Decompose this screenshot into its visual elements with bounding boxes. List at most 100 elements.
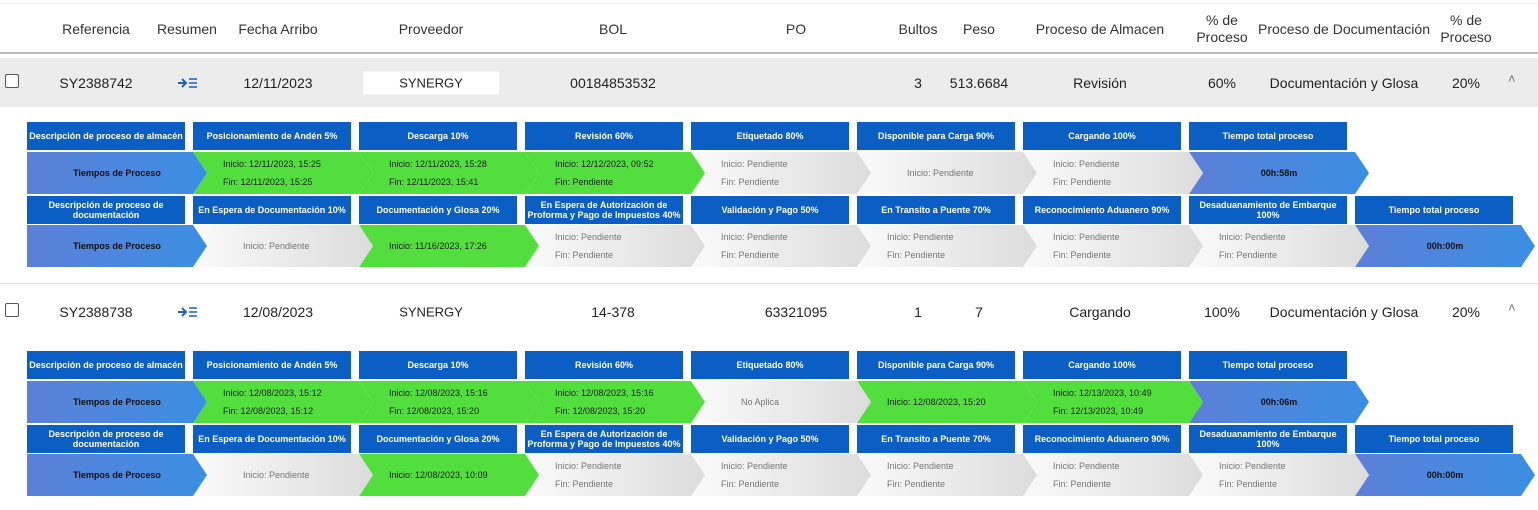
stage-text: Inicio: Pendiente bbox=[243, 241, 310, 251]
stage-header: En Espera de Autorización de Proforma y … bbox=[525, 196, 683, 224]
stage-text: Inicio: Pendiente bbox=[1053, 461, 1120, 471]
stage-text: Fin: 12/13/2023, 10:49 bbox=[1053, 406, 1144, 416]
stage-text: 00h:00m bbox=[1426, 241, 1464, 251]
stage-cell: Inicio: 12/08/2023, 15:12 Fin: 12/08/2023… bbox=[193, 381, 373, 423]
cell-bol: 14-378 bbox=[591, 304, 635, 320]
stage-text: Inicio: Pendiente bbox=[907, 168, 974, 178]
cell-proceso-documentacion: Documentación y Glosa bbox=[1269, 75, 1419, 91]
summary-glyph bbox=[178, 78, 197, 88]
stage-text: Fin: Pendiente bbox=[721, 177, 780, 187]
stage-text: Fin: Pendiente bbox=[1053, 250, 1112, 260]
stage-text: Inicio: Pendiente bbox=[555, 232, 622, 242]
summary-icon[interactable] bbox=[178, 76, 198, 88]
stage-text: Fin: Pendiente bbox=[1219, 250, 1278, 260]
cell-porcentaje-almacen: 60% bbox=[1207, 75, 1237, 91]
stage-header: Validación y Pago 50% bbox=[691, 196, 849, 224]
stage-text: Inicio: Pendiente bbox=[1219, 461, 1286, 471]
row-separator bbox=[0, 283, 1538, 284]
row-highlight bbox=[0, 58, 1538, 107]
stage-text: Tiempos de Proceso bbox=[73, 397, 161, 407]
stage-text: Inicio: Pendiente bbox=[721, 159, 788, 169]
stage-header: Descarga 10% bbox=[359, 351, 517, 379]
stage-text: Inicio: Pendiente bbox=[243, 470, 310, 480]
stage-header: En Transito a Puente 70% bbox=[857, 196, 1015, 224]
stage-text: 00h:58m bbox=[1260, 168, 1298, 178]
top-border bbox=[0, 3, 1538, 4]
stage-header: En Espera de Documentación 10% bbox=[193, 196, 351, 224]
stage-cell: 00h:00m bbox=[1355, 454, 1535, 496]
stage-header: Disponible para Carga 90% bbox=[857, 122, 1015, 150]
stage-cell: Inicio: Pendiente Fin: Pendiente bbox=[1189, 454, 1369, 496]
stage-text: Inicio: Pendiente bbox=[721, 232, 788, 242]
stage-text: Inicio: 12/11/2023, 15:28 bbox=[389, 159, 487, 169]
stage-header: Descarga 10% bbox=[359, 122, 517, 150]
stage-cell: Inicio: Pendiente Fin: Pendiente bbox=[1023, 225, 1203, 267]
stage-cell: Inicio: Pendiente bbox=[193, 454, 373, 496]
stage-cell: Inicio: Pendiente Fin: Pendiente bbox=[1023, 454, 1203, 496]
stage-cell: No Aplica bbox=[691, 381, 871, 423]
cell-bultos: 3 bbox=[914, 75, 922, 91]
stage-header: Reconocimiento Aduanero 90% bbox=[1023, 425, 1181, 453]
stage-cell: Inicio: Pendiente Fin: Pendiente bbox=[857, 454, 1037, 496]
stage-cell: Inicio: 12/08/2023, 15:20 bbox=[857, 381, 1037, 423]
stage-header: Tiempo total proceso bbox=[1189, 351, 1347, 379]
stage-cell: Inicio: Pendiente Fin: Pendiente bbox=[525, 225, 705, 267]
stage-header: En Espera de Documentación 10% bbox=[193, 425, 351, 453]
stage-text: Fin: Pendiente bbox=[555, 177, 614, 187]
stage-text: Inicio: Pendiente bbox=[555, 461, 622, 471]
stage-text: No Aplica bbox=[741, 397, 780, 407]
row-checkbox[interactable] bbox=[5, 74, 19, 88]
stage-cell: Tiempos de Proceso bbox=[27, 152, 207, 194]
stage-text: Inicio: 12/08/2023, 10:09 bbox=[389, 470, 488, 480]
stage-text: Inicio: 12/08/2023, 15:16 bbox=[555, 388, 654, 398]
expand-toggle[interactable]: ˄ bbox=[1508, 300, 1516, 315]
stage-text: Fin: 12/11/2023, 15:41 bbox=[389, 177, 479, 187]
stage-cell: Inicio: Pendiente bbox=[193, 225, 373, 267]
stage-header: Descripción de proceso de almacén bbox=[27, 351, 185, 379]
column-header: Proveedor bbox=[398, 21, 464, 37]
column-header: Proceso de Almacen bbox=[1035, 21, 1165, 37]
header-border bbox=[0, 52, 1538, 54]
stage-text: Inicio: 12/08/2023, 15:12 bbox=[223, 388, 322, 398]
stage-text: Inicio: Pendiente bbox=[1219, 232, 1286, 242]
row-checkbox[interactable] bbox=[5, 303, 19, 317]
stage-header: Desaduanamiento de Embarque 100% bbox=[1189, 425, 1347, 453]
stage-header: Disponible para Carga 90% bbox=[857, 351, 1015, 379]
stage-text: Inicio: Pendiente bbox=[887, 232, 954, 242]
stage-header: Posicionamiento de Andén 5% bbox=[193, 351, 351, 379]
stage-header: Descripción de proceso de documentación bbox=[27, 196, 185, 224]
stage-header: Tiempo total proceso bbox=[1189, 122, 1347, 150]
stage-text: Inicio: Pendiente bbox=[721, 461, 788, 471]
stage-text: Fin: Pendiente bbox=[555, 250, 614, 260]
column-header: Proceso de Documentación bbox=[1258, 21, 1430, 37]
stage-header: Documentación y Glosa 20% bbox=[359, 196, 517, 224]
stage-header: Posicionamiento de Andén 5% bbox=[193, 122, 351, 150]
stage-header: Descripción de proceso de documentación bbox=[27, 425, 185, 453]
summary-icon[interactable] bbox=[178, 305, 198, 317]
stage-text: Fin: Pendiente bbox=[887, 479, 946, 489]
stage-cell: Tiempos de Proceso bbox=[27, 381, 207, 423]
stage-header: Revisión 60% bbox=[525, 351, 683, 379]
cell-peso: 7 bbox=[975, 304, 983, 320]
stage-cell: Inicio: 12/08/2023, 15:16 Fin: 12/08/2023… bbox=[525, 381, 705, 423]
cell-proveedor: SYNERGY bbox=[399, 304, 463, 320]
stage-header: Reconocimiento Aduanero 90% bbox=[1023, 196, 1181, 224]
cell-porcentaje-almacen: 100% bbox=[1204, 304, 1240, 320]
stage-text: Inicio: 12/08/2023, 15:20 bbox=[887, 397, 986, 407]
stage-header: En Espera de Autorización de Proforma y … bbox=[525, 425, 683, 453]
stage-header: Cargando 100% bbox=[1023, 351, 1181, 379]
stage-text: Tiempos de Proceso bbox=[73, 241, 161, 251]
stage-header: Tiempo total proceso bbox=[1355, 425, 1513, 453]
stage-cell: Tiempos de Proceso bbox=[27, 454, 207, 496]
cell-proceso-almacen: Revisión bbox=[1073, 75, 1127, 91]
expand-toggle[interactable]: ˄ bbox=[1508, 71, 1516, 86]
column-header: Fecha Arribo bbox=[238, 21, 318, 37]
stage-header: Desaduanamiento de Embarque 100% bbox=[1189, 196, 1347, 224]
stage-cell: Inicio: Pendiente bbox=[857, 152, 1037, 194]
stage-header: Descripción de proceso de almacén bbox=[27, 122, 185, 150]
cell-bol: 00184853532 bbox=[570, 75, 656, 91]
stage-cell: 00h:06m bbox=[1189, 381, 1369, 423]
stage-text: Inicio: 11/16/2023, 17:26 bbox=[389, 241, 487, 251]
stage-header: Documentación y Glosa 20% bbox=[359, 425, 517, 453]
